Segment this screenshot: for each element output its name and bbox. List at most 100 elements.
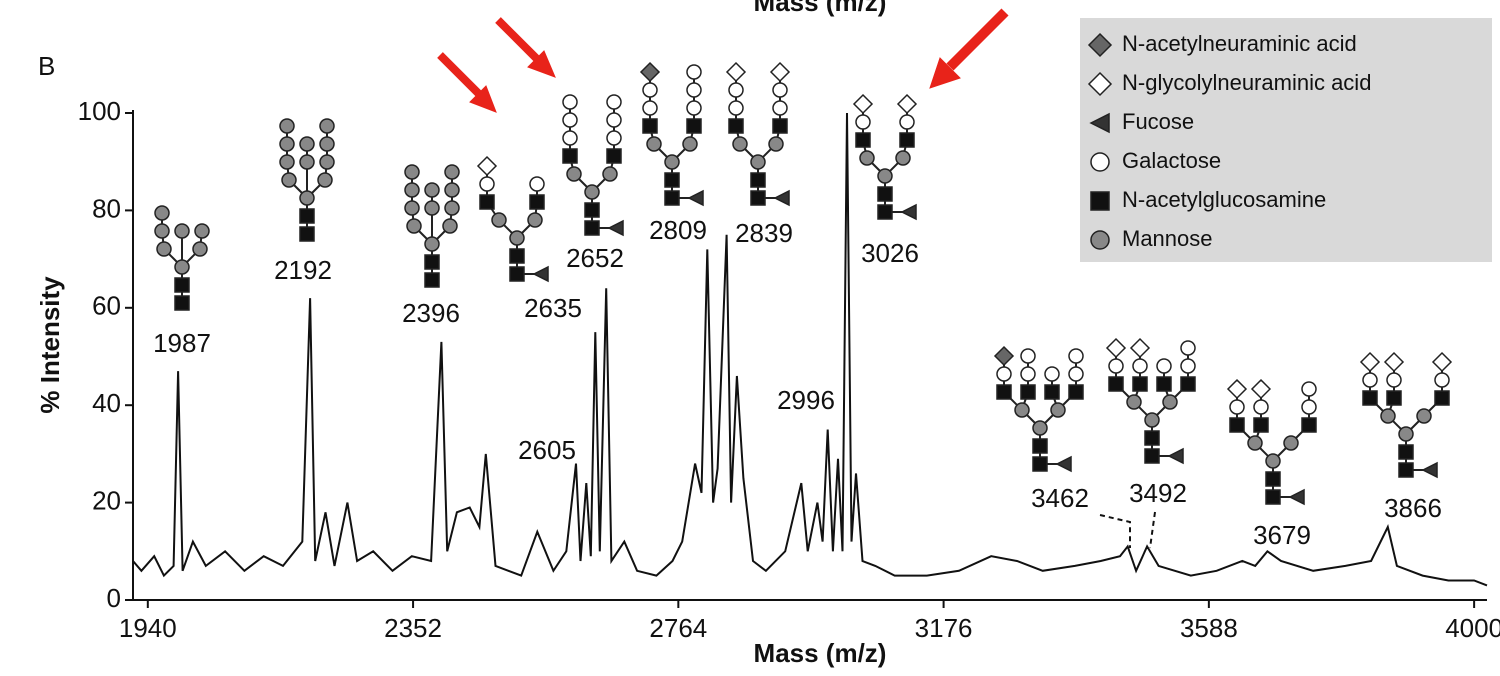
glycan-residue (319, 118, 335, 134)
glycan-residue (877, 186, 893, 202)
glycan-residue (1421, 461, 1438, 479)
peak-label: 2996 (777, 385, 835, 415)
legend-box (1080, 18, 1492, 262)
glycan-residue (444, 164, 460, 180)
glycan-residue (855, 132, 871, 148)
glycan-residue (1068, 366, 1084, 382)
glycan-residue (562, 94, 578, 110)
glycan-residue (317, 172, 333, 188)
glycan-residue (404, 200, 420, 216)
glycan-residue (299, 208, 315, 224)
x-tick-label: 3176 (915, 613, 973, 643)
peak-label: 3492 (1129, 478, 1187, 508)
glycan-residue (1416, 408, 1432, 424)
glycan-residue (1250, 378, 1272, 400)
glycan-residue (1229, 417, 1245, 433)
glycan-residue (859, 150, 875, 166)
glycan-residue (1105, 337, 1127, 359)
glycan (1359, 351, 1453, 479)
peak-label: 3462 (1031, 483, 1089, 513)
glycan-residue (1386, 390, 1402, 406)
glycan-residue (319, 154, 335, 170)
glycan-residue (1032, 456, 1048, 472)
glycan-residue (404, 164, 420, 180)
glycan-residue (642, 100, 658, 116)
panel-label: B (38, 51, 55, 81)
glycan-residue (772, 100, 788, 116)
glycan-residue (1431, 351, 1453, 373)
glycan-residue (424, 236, 440, 252)
glycan-residue (1044, 384, 1060, 400)
glycan-residue (686, 82, 702, 98)
glycan-residue (1050, 402, 1066, 418)
glycan-residue (299, 154, 315, 170)
glycan-residue (750, 190, 766, 206)
glycan-residue (174, 295, 190, 311)
glycan-residue (687, 189, 704, 207)
glycan-residue (479, 194, 495, 210)
glycan-residue (529, 194, 545, 210)
glycan-residue (1247, 435, 1263, 451)
glycan-residue (1144, 412, 1160, 428)
glycan-residue (1434, 372, 1450, 388)
glycan-residue (664, 154, 680, 170)
glycan-residue (1132, 358, 1148, 374)
glycan-residue (1265, 489, 1281, 505)
arrows (437, 8, 1009, 113)
glycan-residue (444, 182, 460, 198)
glycan-residue (639, 61, 661, 83)
glycan-residue (996, 366, 1012, 382)
peak-label: 3026 (861, 238, 919, 268)
glycan-residue (855, 114, 871, 130)
glycan-residue (404, 182, 420, 198)
glycan-residue (1108, 358, 1124, 374)
glycan-residue (1180, 358, 1196, 374)
glycan-residue (877, 168, 893, 184)
glycan-residue (1383, 351, 1405, 373)
glycan-residue (1144, 448, 1160, 464)
glycan-residue (732, 136, 748, 152)
glycan-residue (664, 190, 680, 206)
glycan-residue (750, 154, 766, 170)
x-tick-label: 3588 (1180, 613, 1238, 643)
glycan-residue (642, 82, 658, 98)
glycan-residue (154, 223, 170, 239)
glycan-residue (1129, 337, 1151, 359)
glycan-residue (686, 64, 702, 80)
glycan-residue (606, 130, 622, 146)
glycan-residue (1156, 376, 1172, 392)
glycan-residue (686, 118, 702, 134)
glycan-residue (1362, 372, 1378, 388)
glycan-residue (491, 212, 507, 228)
glycan-residue (584, 202, 600, 218)
legend-label: N-acetylglucosamine (1122, 187, 1326, 212)
glycan-residue (424, 272, 440, 288)
glycan-residue (993, 345, 1015, 367)
glycan-residue (1288, 488, 1305, 506)
glycan-residue (584, 184, 600, 200)
glycan-residue (899, 132, 915, 148)
glycan-residue (1144, 430, 1160, 446)
glycan-residue (1068, 348, 1084, 364)
glycan-residue (1283, 435, 1299, 451)
y-tick-label: 20 (92, 485, 121, 515)
glycan-residue (768, 136, 784, 152)
x-tick-label: 1940 (119, 613, 177, 643)
glycan-residue (479, 176, 495, 192)
glycan-residue (728, 82, 744, 98)
glycan-residue (646, 136, 662, 152)
peak-label: 2809 (649, 215, 707, 245)
legend-label: Galactose (1122, 148, 1221, 173)
glycan-residue (996, 384, 1012, 400)
x-tick-label: 4000 (1445, 613, 1500, 643)
glycan-residue (1162, 394, 1178, 410)
y-tick-label: 40 (92, 388, 121, 418)
glycan-residue (281, 172, 297, 188)
glycan-residue (606, 112, 622, 128)
peak-label: 2605 (518, 435, 576, 465)
glycan-residue (1090, 230, 1110, 250)
legend-label: Fucose (1122, 109, 1194, 134)
glycan-residue (772, 118, 788, 134)
glycan-residue (1156, 358, 1172, 374)
